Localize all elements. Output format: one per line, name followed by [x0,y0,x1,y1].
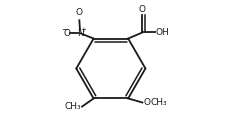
Text: O: O [139,5,146,14]
Text: +: + [80,27,86,33]
Text: O: O [143,98,150,107]
Text: −: − [61,25,68,34]
Text: O: O [64,29,71,38]
Text: N: N [77,29,83,38]
Text: O: O [76,8,83,17]
Text: CH₃: CH₃ [65,102,81,111]
Text: OH: OH [156,28,170,37]
Text: CH₃: CH₃ [151,98,168,107]
